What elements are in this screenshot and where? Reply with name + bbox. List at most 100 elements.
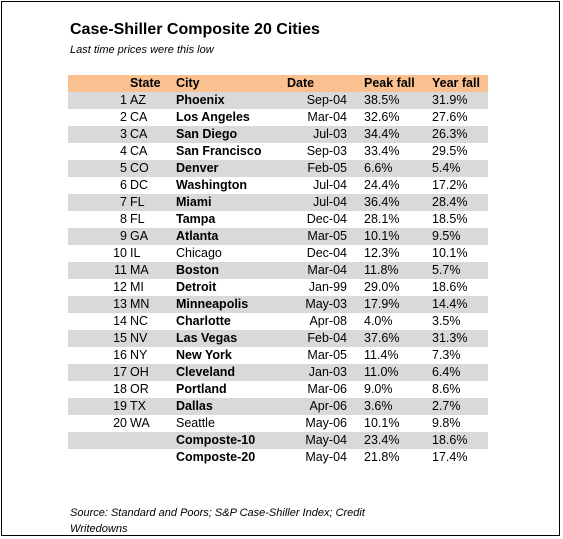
table-row: Composte-10 May-04 23.4% 18.6% bbox=[68, 432, 488, 449]
row-state: DC bbox=[130, 178, 149, 192]
row-number: 2 bbox=[120, 110, 127, 124]
row-peak-fall: 36.4% bbox=[355, 194, 421, 211]
row-city: San Francisco bbox=[176, 144, 262, 158]
row-city: Boston bbox=[172, 262, 287, 279]
table-row: 3 CA San Diego Jul-03 34.4% 26.3% bbox=[68, 126, 488, 143]
row-date: Dec-04 bbox=[306, 212, 347, 226]
row-number: 3 bbox=[68, 126, 130, 143]
row-number: 11 bbox=[68, 262, 130, 279]
row-peak-fall: 11.8% bbox=[355, 262, 421, 279]
header-city: City bbox=[172, 75, 287, 92]
table-row: 6 DC Washington Jul-04 24.4% 17.2% bbox=[68, 177, 488, 194]
row-peak-fall: 11.0% bbox=[355, 364, 421, 381]
table-row: 9 GA Atlanta Mar-05 10.1% 9.5% bbox=[68, 228, 488, 245]
row-year-fall: 3.5% bbox=[432, 314, 461, 328]
row-date: Jan-03 bbox=[287, 364, 355, 381]
row-year-fall: 8.6% bbox=[432, 382, 461, 396]
table-header-row: State City Date Peak fall Year fall bbox=[68, 75, 488, 92]
row-year-fall: 5.7% bbox=[421, 262, 488, 279]
row-year-fall: 10.1% bbox=[432, 246, 468, 260]
row-peak-fall: 37.6% bbox=[355, 330, 421, 347]
row-date: Sep-03 bbox=[306, 144, 347, 158]
row-state: MA bbox=[130, 262, 172, 279]
table-row: 19 TX Dallas Apr-06 3.6% 2.7% bbox=[68, 398, 488, 415]
table-row: Composte-20 May-04 21.8% 17.4% bbox=[68, 449, 488, 466]
row-state: WA bbox=[130, 416, 150, 430]
row-peak-fall: 33.4% bbox=[364, 144, 400, 158]
row-year-fall: 7.3% bbox=[432, 348, 461, 362]
table-row: 15 NV Las Vegas Feb-04 37.6% 31.3% bbox=[68, 330, 488, 347]
row-date: May-06 bbox=[305, 416, 347, 430]
row-date: Mar-05 bbox=[287, 228, 355, 245]
row-city: Washington bbox=[176, 178, 248, 192]
table-row: 20 WA Seattle May-06 10.1% 9.8% bbox=[68, 415, 488, 432]
table-row: 13 MN Minneapolis May-03 17.9% 14.4% bbox=[68, 296, 488, 313]
row-state: OR bbox=[130, 382, 149, 396]
row-city: Detroit bbox=[176, 280, 217, 294]
row-year-fall: 31.3% bbox=[421, 330, 488, 347]
row-state bbox=[130, 432, 172, 449]
row-peak-fall: 38.5% bbox=[355, 92, 421, 109]
row-city: Atlanta bbox=[172, 228, 287, 245]
row-state: FL bbox=[130, 212, 145, 226]
row-date: Apr-06 bbox=[287, 398, 355, 415]
row-number: 17 bbox=[68, 364, 130, 381]
row-city: Chicago bbox=[176, 246, 222, 260]
row-number: 4 bbox=[120, 144, 127, 158]
header-date: Date bbox=[287, 75, 355, 92]
source-note: Source: Standard and Poors; S&P Case-Shi… bbox=[70, 507, 365, 535]
row-year-fall: 9.8% bbox=[432, 416, 461, 430]
row-number: 15 bbox=[68, 330, 130, 347]
table-row: 4 CA San Francisco Sep-03 33.4% 29.5% bbox=[68, 143, 488, 160]
header-number bbox=[68, 75, 130, 92]
table-row: 11 MA Boston Mar-04 11.8% 5.7% bbox=[68, 262, 488, 279]
row-state: MI bbox=[130, 280, 144, 294]
row-date: Dec-04 bbox=[306, 246, 347, 260]
row-state: CO bbox=[130, 160, 172, 177]
row-state: AZ bbox=[130, 92, 172, 109]
row-city: New York bbox=[176, 348, 232, 362]
row-city: Composte-10 bbox=[172, 432, 287, 449]
row-city: Minneapolis bbox=[172, 296, 287, 313]
row-year-fall: 9.5% bbox=[421, 228, 488, 245]
row-number: 20 bbox=[113, 416, 127, 430]
header-year-fall: Year fall bbox=[421, 75, 488, 92]
row-date: Mar-05 bbox=[307, 348, 347, 362]
row-state: CA bbox=[130, 126, 172, 143]
row-state: OH bbox=[130, 364, 172, 381]
row-peak-fall: 4.0% bbox=[364, 314, 393, 328]
row-number: 12 bbox=[113, 280, 127, 294]
chart-title: Case-Shiller Composite 20 Cities bbox=[70, 21, 320, 38]
row-state: NV bbox=[130, 330, 172, 347]
row-number: 19 bbox=[68, 398, 130, 415]
row-peak-fall: 29.0% bbox=[364, 280, 400, 294]
row-peak-fall: 34.4% bbox=[355, 126, 421, 143]
row-city: Composte-20 bbox=[176, 450, 256, 464]
table-row: 18 OR Portland Mar-06 9.0% 8.6% bbox=[68, 381, 488, 398]
row-year-fall: 26.3% bbox=[421, 126, 488, 143]
row-peak-fall: 32.6% bbox=[364, 110, 400, 124]
row-city: Dallas bbox=[172, 398, 287, 415]
row-number: 18 bbox=[113, 382, 127, 396]
row-date: Apr-08 bbox=[309, 314, 347, 328]
row-state: NC bbox=[130, 314, 149, 328]
row-date: Jul-04 bbox=[312, 178, 347, 192]
chart-subtitle: Last time prices were this low bbox=[70, 44, 214, 56]
row-number: 8 bbox=[120, 212, 127, 226]
row-year-fall: 29.5% bbox=[432, 144, 468, 158]
row-number: 6 bbox=[120, 178, 127, 192]
table-row: 17 OH Cleveland Jan-03 11.0% 6.4% bbox=[68, 364, 488, 381]
row-number: 10 bbox=[113, 246, 127, 260]
row-date: May-03 bbox=[287, 296, 355, 313]
table-row: 12 MI Detroit Jan-99 29.0% 18.6% bbox=[68, 279, 488, 296]
table-body: 1 AZ Phoenix Sep-04 38.5% 31.9% 2 CA Los Angeles… bbox=[68, 92, 488, 466]
table-row: 1 AZ Phoenix Sep-04 38.5% 31.9% bbox=[68, 92, 488, 109]
data-table: State City Date Peak fall Year fall 1 AZ P… bbox=[68, 75, 488, 466]
row-year-fall: 17.2% bbox=[432, 178, 468, 192]
row-state: GA bbox=[130, 228, 172, 245]
row-city: Miami bbox=[172, 194, 287, 211]
row-date: Jul-04 bbox=[287, 194, 355, 211]
row-number: 7 bbox=[68, 194, 130, 211]
row-city: Cleveland bbox=[172, 364, 287, 381]
row-year-fall: 27.6% bbox=[432, 110, 468, 124]
